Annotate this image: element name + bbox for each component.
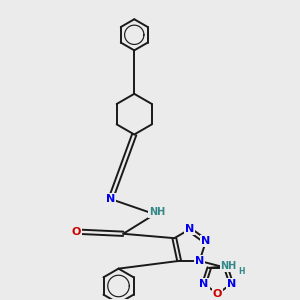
Text: NH: NH (220, 261, 237, 272)
Text: O: O (71, 226, 81, 237)
Text: N: N (200, 279, 208, 289)
Text: H: H (238, 267, 244, 276)
Text: N: N (227, 279, 236, 289)
Text: NH: NH (149, 207, 165, 217)
Text: O: O (213, 289, 222, 299)
Text: N: N (106, 194, 115, 204)
Text: N: N (195, 256, 204, 266)
Text: N: N (201, 236, 211, 247)
Text: N: N (185, 224, 194, 235)
